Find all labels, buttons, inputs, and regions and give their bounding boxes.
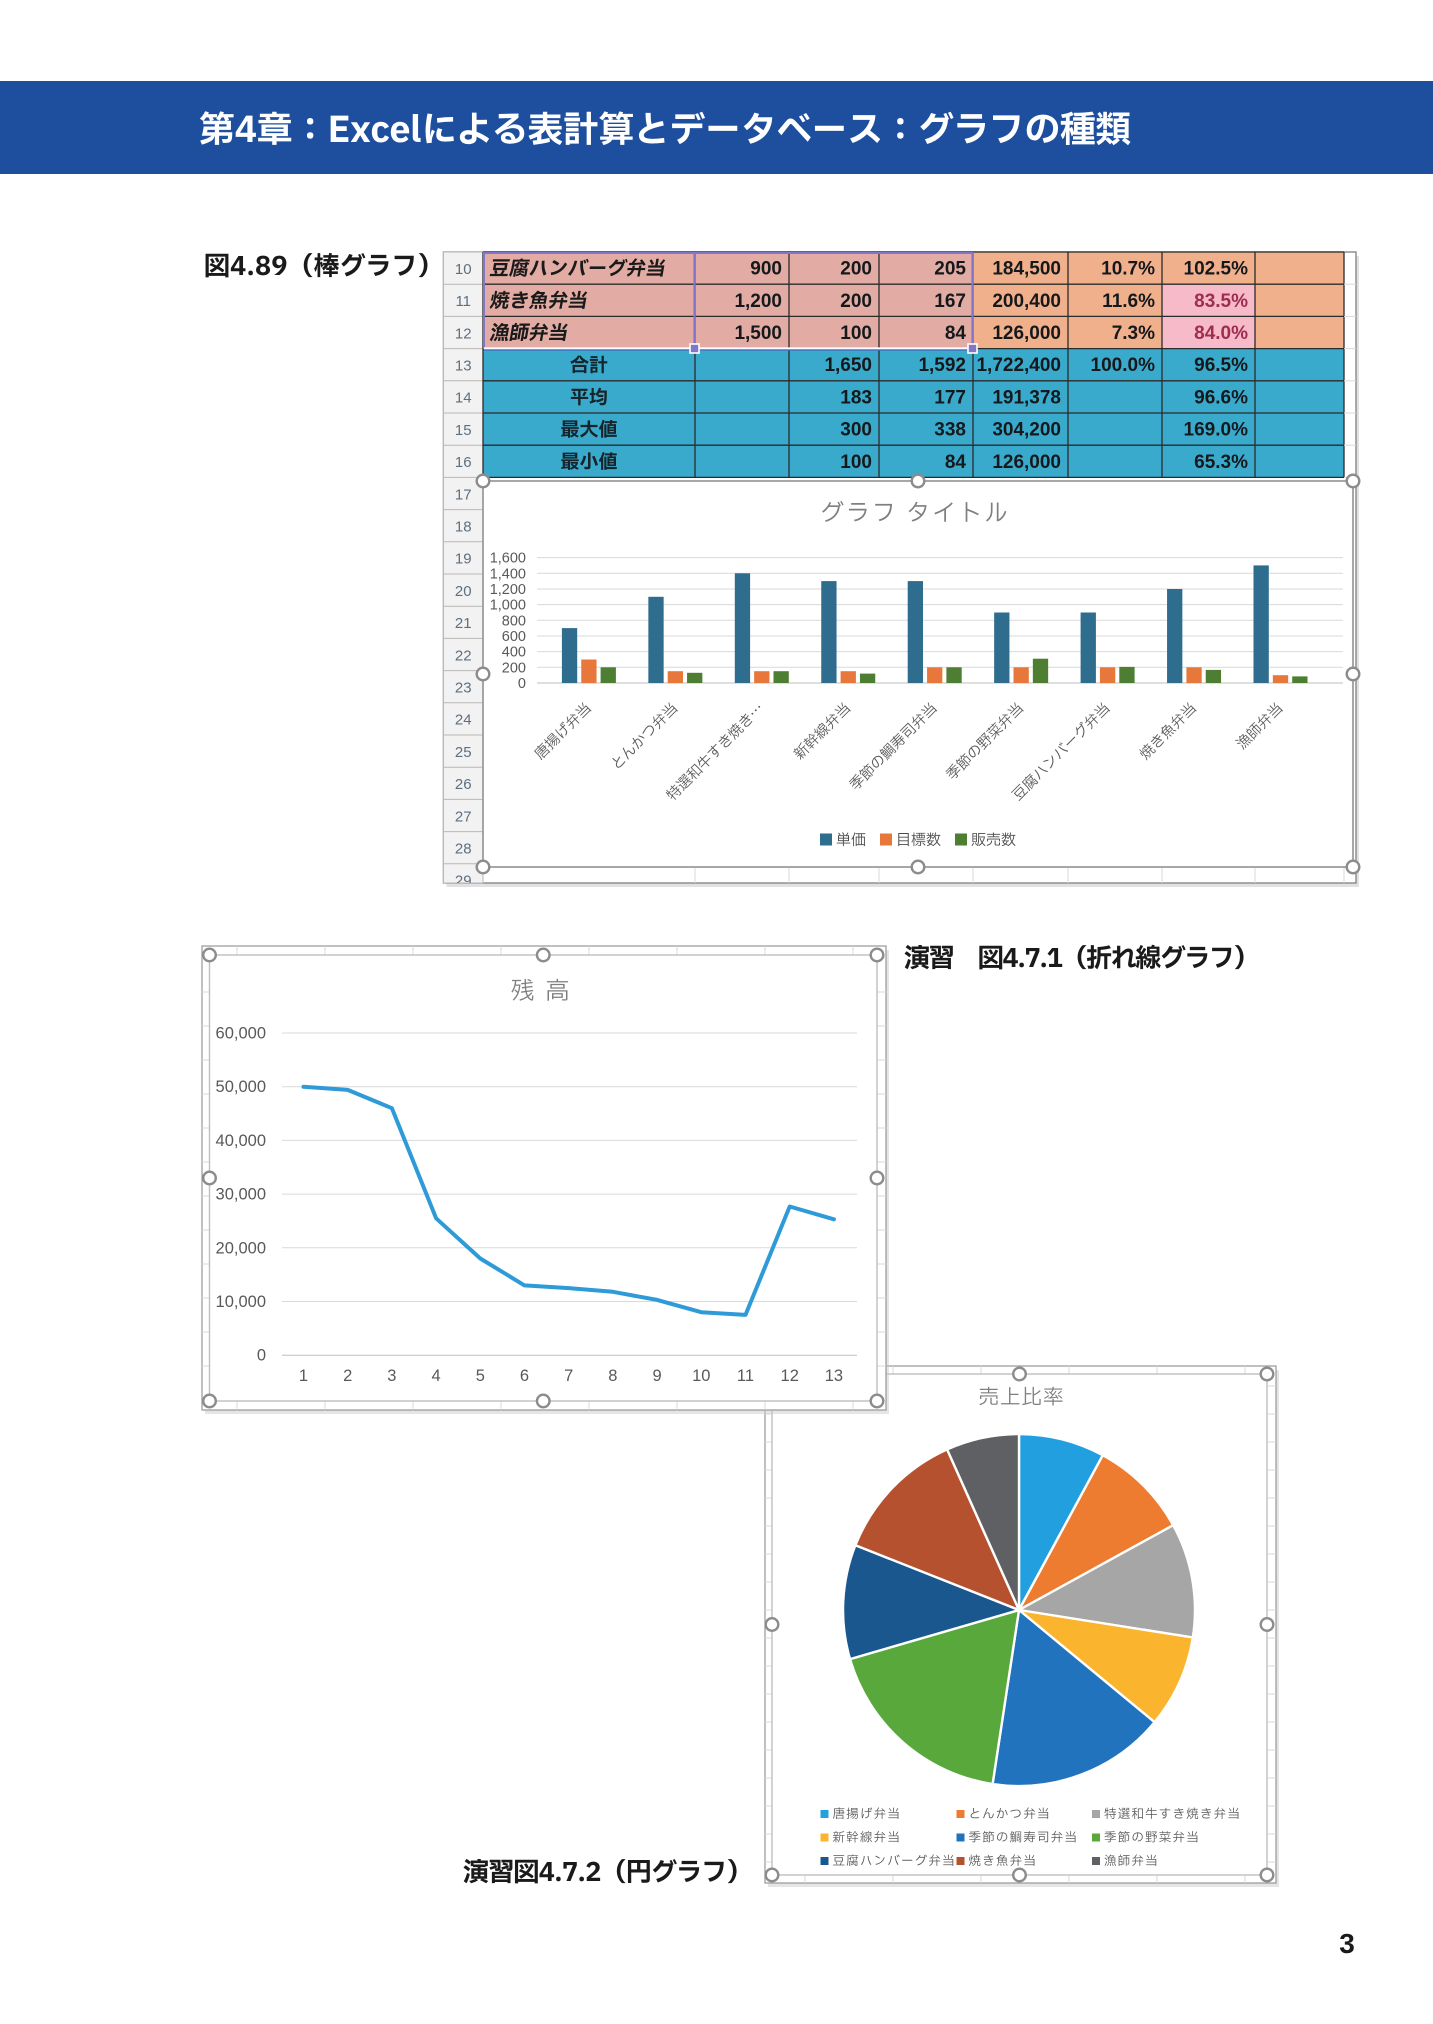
svg-text:304,200: 304,200	[992, 420, 1061, 441]
svg-text:9: 9	[653, 1367, 662, 1385]
svg-text:5: 5	[476, 1367, 485, 1385]
svg-text:60,000: 60,000	[216, 1025, 266, 1043]
svg-text:1,500: 1,500	[734, 323, 782, 344]
svg-text:102.5%: 102.5%	[1184, 259, 1249, 280]
svg-text:1,650: 1,650	[824, 355, 872, 376]
svg-text:200: 200	[840, 291, 872, 312]
svg-text:19: 19	[455, 551, 472, 568]
svg-text:900: 900	[750, 259, 782, 280]
svg-text:0: 0	[518, 676, 526, 692]
svg-text:2: 2	[343, 1367, 352, 1385]
svg-text:50,000: 50,000	[216, 1078, 266, 1096]
svg-text:205: 205	[934, 259, 966, 280]
svg-text:1,000: 1,000	[490, 598, 526, 614]
svg-text:83.5%: 83.5%	[1194, 291, 1248, 312]
svg-text:1,592: 1,592	[918, 355, 966, 376]
svg-text:1,200: 1,200	[490, 582, 526, 598]
svg-text:800: 800	[502, 613, 526, 629]
svg-text:13: 13	[455, 358, 472, 375]
svg-text:169.0%: 169.0%	[1184, 420, 1249, 441]
svg-text:7.3%: 7.3%	[1112, 323, 1155, 344]
svg-text:200,400: 200,400	[992, 291, 1061, 312]
svg-text:17: 17	[455, 486, 472, 503]
svg-text:7: 7	[564, 1367, 573, 1385]
svg-text:1,400: 1,400	[490, 566, 526, 582]
svg-text:10,000: 10,000	[216, 1293, 266, 1311]
svg-text:6: 6	[520, 1367, 529, 1385]
svg-text:100: 100	[840, 323, 872, 344]
svg-text:25: 25	[455, 744, 472, 761]
svg-text:22: 22	[455, 647, 472, 664]
svg-text:167: 167	[934, 291, 966, 312]
svg-text:8: 8	[608, 1367, 617, 1385]
svg-text:200: 200	[502, 660, 526, 676]
svg-text:126,000: 126,000	[992, 452, 1061, 473]
svg-text:4: 4	[432, 1367, 441, 1385]
svg-text:84: 84	[945, 452, 967, 473]
svg-text:338: 338	[934, 420, 966, 441]
svg-text:11: 11	[737, 1367, 754, 1385]
svg-text:27: 27	[455, 808, 472, 825]
svg-text:40,000: 40,000	[216, 1132, 266, 1150]
svg-text:15: 15	[455, 422, 472, 439]
svg-text:10.7%: 10.7%	[1101, 259, 1155, 280]
svg-text:12: 12	[781, 1367, 799, 1385]
svg-text:126,000: 126,000	[992, 323, 1061, 344]
svg-text:300: 300	[840, 420, 872, 441]
svg-text:3: 3	[387, 1367, 396, 1385]
svg-text:200: 200	[840, 259, 872, 280]
svg-text:84.0%: 84.0%	[1194, 323, 1248, 344]
svg-text:100: 100	[840, 452, 872, 473]
svg-text:16: 16	[455, 454, 472, 471]
svg-text:400: 400	[502, 645, 526, 661]
svg-text:1,600: 1,600	[490, 551, 526, 567]
svg-text:600: 600	[502, 629, 526, 645]
svg-text:29: 29	[455, 873, 472, 890]
svg-text:1,200: 1,200	[734, 291, 782, 312]
svg-text:11: 11	[455, 293, 471, 310]
svg-text:10: 10	[692, 1367, 710, 1385]
svg-text:20: 20	[455, 583, 472, 600]
svg-text:96.6%: 96.6%	[1194, 387, 1248, 408]
svg-text:23: 23	[455, 680, 472, 697]
svg-text:11.6%: 11.6%	[1102, 291, 1155, 312]
svg-text:184,500: 184,500	[992, 259, 1061, 280]
svg-text:3: 3	[1339, 1928, 1355, 1959]
svg-text:13: 13	[825, 1367, 843, 1385]
svg-text:28: 28	[455, 841, 472, 858]
svg-text:14: 14	[455, 390, 472, 407]
svg-text:24: 24	[455, 712, 472, 729]
svg-text:30,000: 30,000	[216, 1186, 266, 1204]
svg-text:0: 0	[257, 1347, 266, 1365]
svg-text:191,378: 191,378	[992, 387, 1061, 408]
svg-text:18: 18	[455, 519, 472, 536]
svg-text:1: 1	[299, 1367, 308, 1385]
svg-text:177: 177	[934, 387, 966, 408]
svg-text:183: 183	[840, 387, 872, 408]
svg-text:20,000: 20,000	[216, 1239, 266, 1257]
svg-text:21: 21	[455, 615, 472, 632]
svg-text:84: 84	[945, 323, 967, 344]
svg-text:26: 26	[455, 776, 472, 793]
svg-text:96.5%: 96.5%	[1194, 355, 1248, 376]
svg-text:65.3%: 65.3%	[1194, 452, 1248, 473]
svg-text:100.0%: 100.0%	[1091, 355, 1156, 376]
svg-text:1,722,400: 1,722,400	[976, 355, 1061, 376]
svg-text:10: 10	[455, 261, 472, 278]
svg-text:12: 12	[455, 325, 472, 342]
